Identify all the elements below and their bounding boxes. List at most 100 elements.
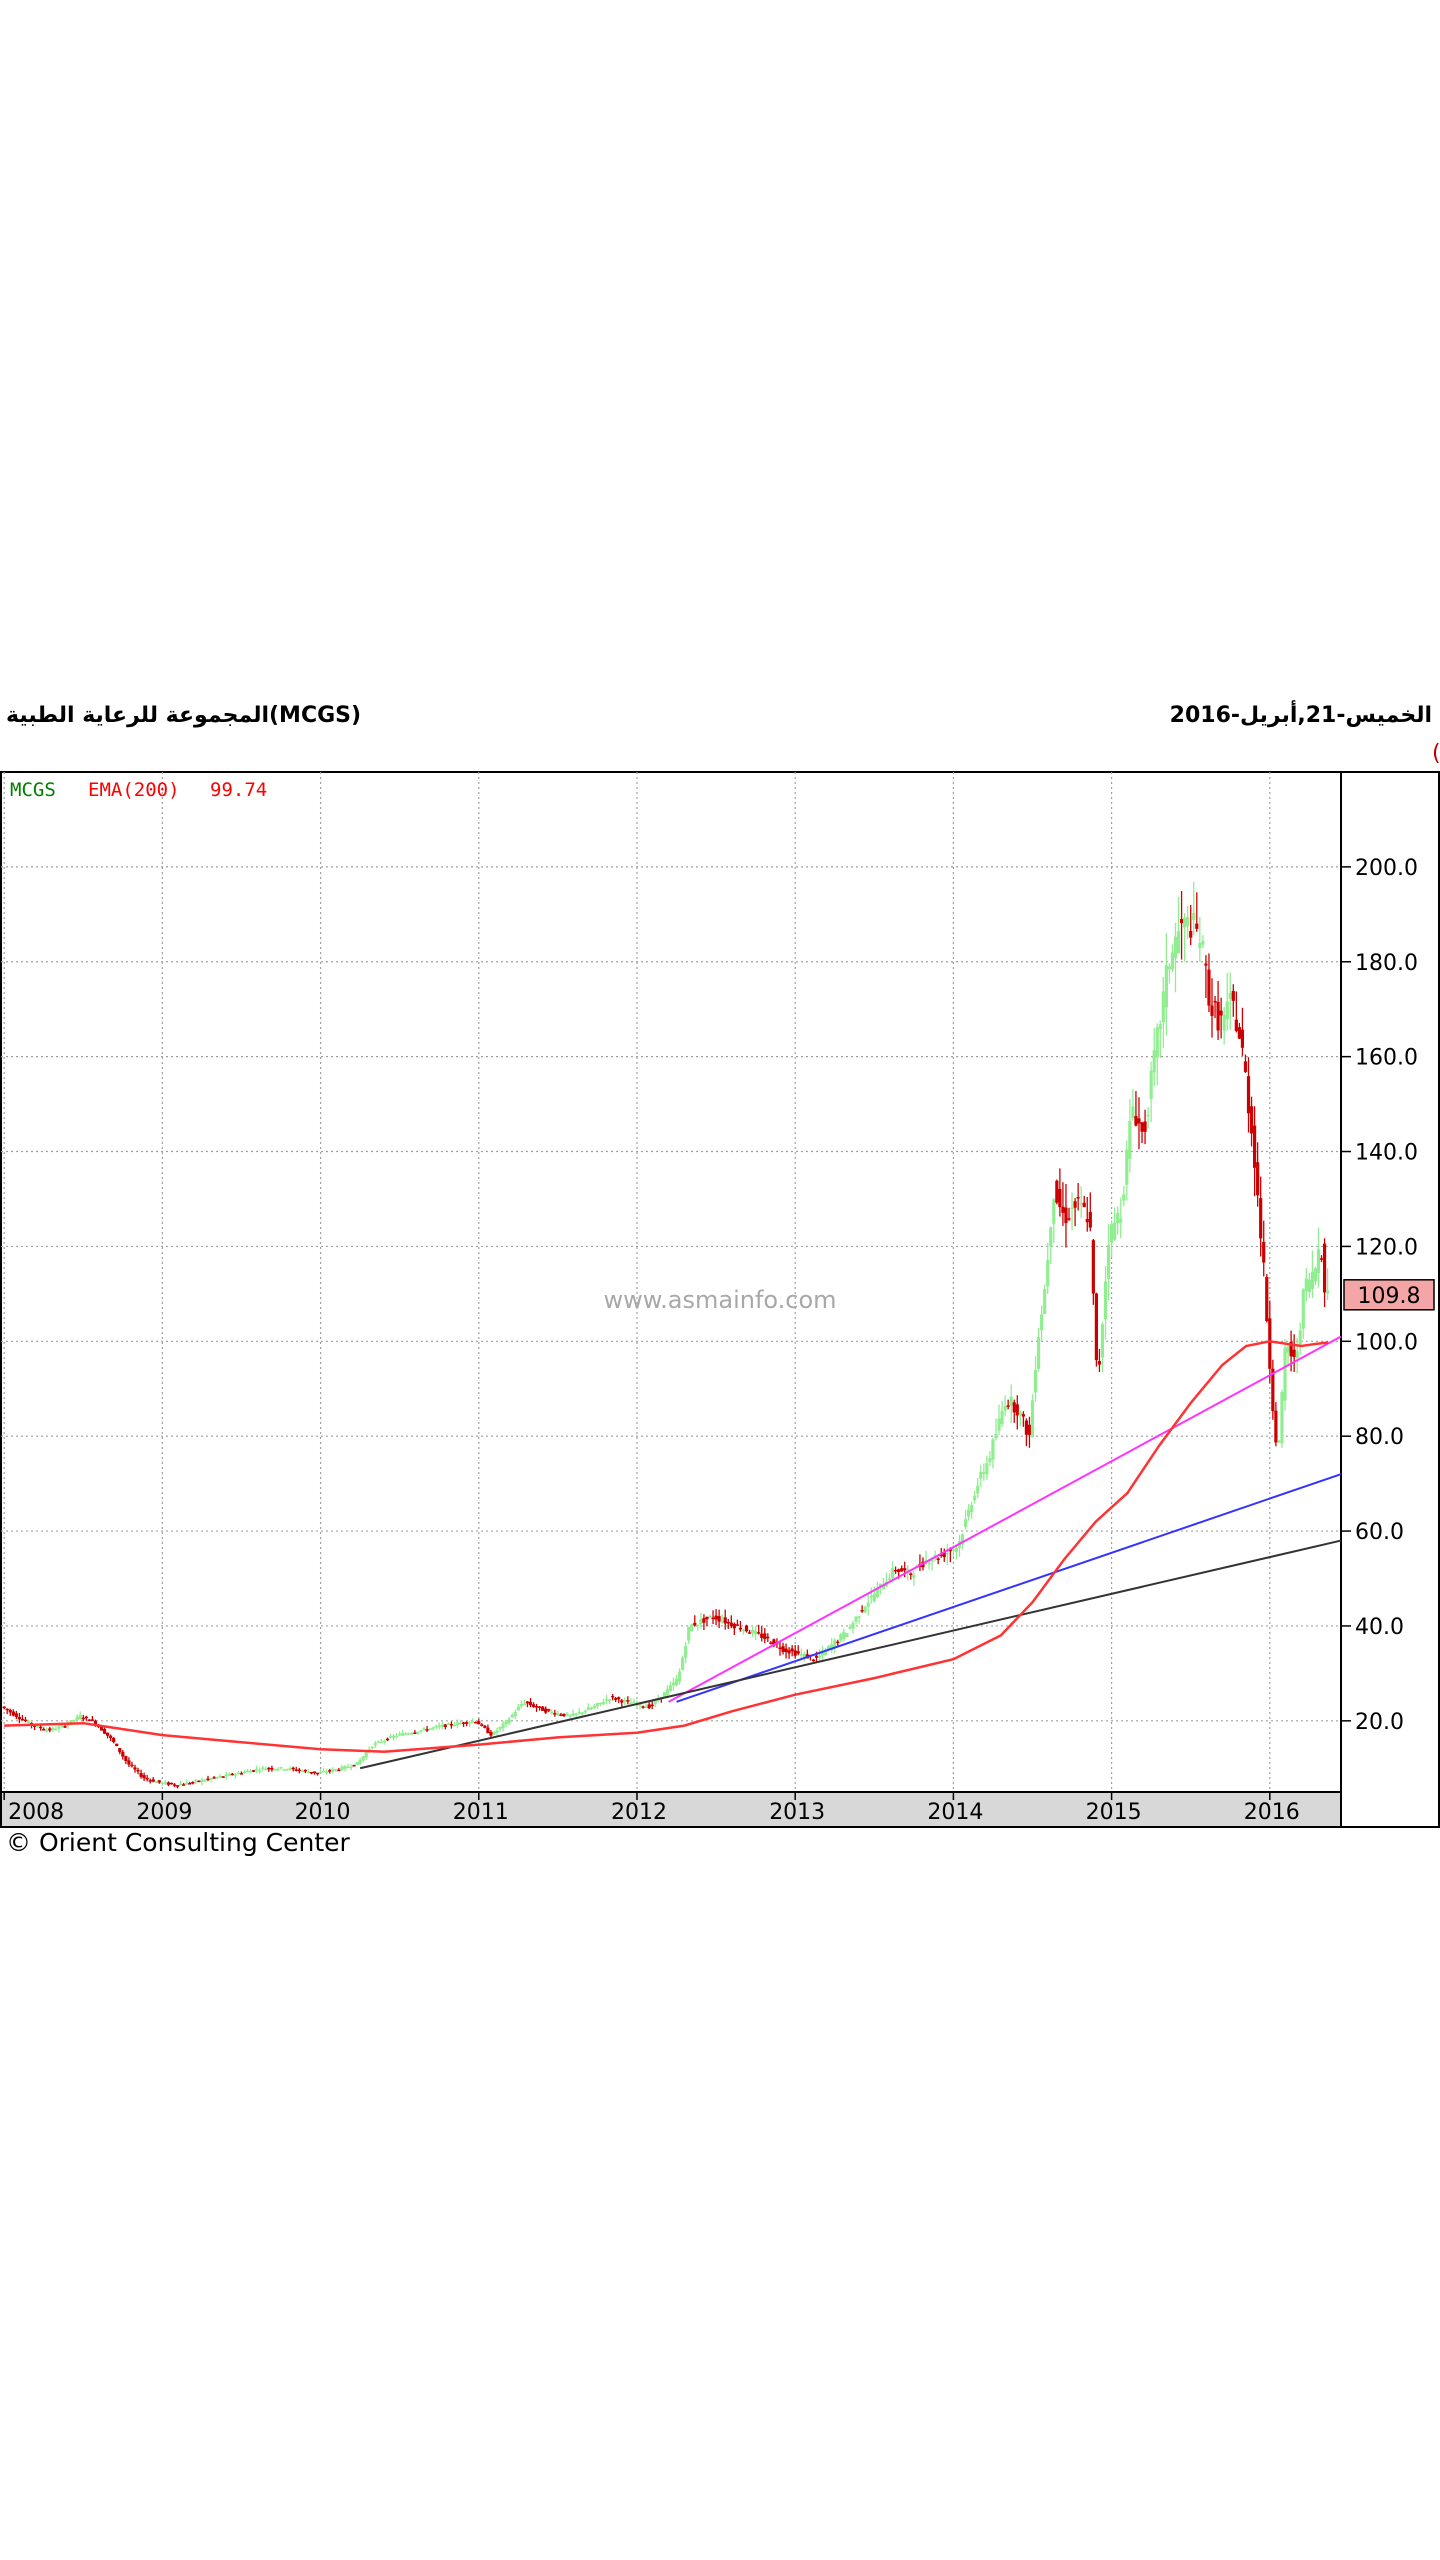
candle-body-359 <box>1094 1293 1098 1361</box>
candle-body-262 <box>799 1653 803 1656</box>
candle-body-389 <box>1186 916 1190 927</box>
x-axis: 2008 2009 2010 2011 2012 2013 2014 2015 2016 <box>3 1792 1300 1825</box>
candle-body-218 <box>665 1689 670 1695</box>
candle-body-145 <box>443 1724 447 1727</box>
candle-body-410 <box>1249 1106 1254 1134</box>
candle-body-327 <box>997 1418 1001 1431</box>
candle-body-34 <box>106 1732 110 1736</box>
candle-body-65 <box>200 1779 204 1782</box>
candle-body-201 <box>614 1698 618 1700</box>
candle-body-375 <box>1143 1121 1147 1132</box>
candle-body-387 <box>1179 919 1184 924</box>
candle-body-142 <box>434 1726 438 1728</box>
candle-body-350 <box>1067 1218 1071 1220</box>
candle-body-289 <box>881 1585 886 1590</box>
candle-body-112 <box>343 1765 347 1769</box>
candle-body-283 <box>863 1606 867 1613</box>
candle-body-82 <box>252 1770 256 1772</box>
candle-body-347 <box>1058 1188 1062 1208</box>
candle-body-12 <box>39 1726 43 1729</box>
candle-body-395 <box>1204 963 1208 966</box>
candle-body-54 <box>166 1782 171 1785</box>
candle-body-305 <box>930 1559 934 1562</box>
candle-body-357 <box>1088 1211 1092 1228</box>
candle-body-98 <box>300 1770 304 1773</box>
candle-body-214 <box>653 1700 657 1705</box>
candle-body-78 <box>239 1773 244 1775</box>
candle-body-400 <box>1219 1010 1223 1016</box>
candle-body-133 <box>407 1733 411 1735</box>
candle-body-108 <box>331 1769 335 1772</box>
candle-body-156 <box>477 1721 481 1725</box>
candle-body-6 <box>20 1718 25 1721</box>
candle-body-348 <box>1061 1206 1065 1213</box>
candle-body-102 <box>312 1771 317 1774</box>
candle-body-64 <box>197 1780 201 1783</box>
candle-body-83 <box>255 1768 259 1771</box>
candle-body-320 <box>976 1485 980 1494</box>
last-price-tag: 109.8 <box>1343 1279 1435 1311</box>
candle-body-210 <box>641 1706 645 1708</box>
candle-body-311 <box>948 1549 952 1552</box>
candle-body-428 <box>1304 1278 1308 1292</box>
candle-body-238 <box>726 1621 730 1624</box>
candle-body-341 <box>1040 1314 1044 1331</box>
candle-body-40 <box>124 1756 128 1762</box>
candle-body-141 <box>431 1727 435 1729</box>
candle-body-99 <box>303 1769 307 1772</box>
candle-body-246 <box>750 1629 755 1634</box>
candle-body-42 <box>130 1764 134 1767</box>
candle-body-433 <box>1319 1258 1324 1260</box>
candle-body-365 <box>1113 1222 1117 1240</box>
candle-body-372 <box>1134 1116 1138 1126</box>
x-tick-label-5: 2013 <box>769 1800 825 1825</box>
candle-body-93 <box>285 1768 289 1771</box>
candle-body-268 <box>817 1655 822 1658</box>
candle-body-74 <box>227 1773 231 1776</box>
candle-body-29 <box>90 1719 94 1721</box>
candle-body-356 <box>1085 1219 1089 1223</box>
candle-body-378 <box>1152 1050 1156 1073</box>
candle-body-338 <box>1030 1400 1035 1438</box>
candle-body-342 <box>1043 1289 1047 1315</box>
candle-body-194 <box>592 1706 596 1708</box>
candle-body-307 <box>936 1558 940 1561</box>
candle-body-174 <box>531 1704 536 1707</box>
candle-body-324 <box>988 1458 992 1463</box>
candle-body-420 <box>1280 1391 1284 1444</box>
x-tick-label-2: 2010 <box>295 1800 351 1825</box>
x-tick-label-6: 2014 <box>927 1800 983 1825</box>
candle-body-207 <box>632 1701 636 1704</box>
candle-body-291 <box>887 1578 892 1581</box>
candle-body-232 <box>708 1615 712 1618</box>
candle-body-434 <box>1322 1243 1327 1293</box>
candle-body-230 <box>702 1618 706 1623</box>
candle-body-36 <box>112 1737 116 1743</box>
trendline-2 <box>359 1539 1342 1770</box>
candle-body-163 <box>498 1726 502 1730</box>
candle-body-371 <box>1131 1106 1135 1119</box>
candle-body-24 <box>75 1716 79 1720</box>
candle-body-402 <box>1225 1001 1229 1020</box>
x-tick-label-1: 2009 <box>136 1800 192 1825</box>
candle-body-94 <box>288 1768 292 1770</box>
candle-body-52 <box>160 1782 164 1785</box>
candle-body-362 <box>1103 1281 1108 1320</box>
candle-body-285 <box>869 1595 873 1598</box>
candle-body-243 <box>741 1629 746 1632</box>
candle-body-431 <box>1313 1268 1318 1282</box>
candle-body-414 <box>1262 1241 1266 1263</box>
candle-body-162 <box>495 1730 499 1733</box>
candle-body-287 <box>875 1588 879 1598</box>
candle-body-223 <box>681 1657 685 1670</box>
candle-body-87 <box>267 1767 271 1770</box>
candle-body-37 <box>115 1743 119 1747</box>
y-tick-label-6: 140.0 <box>1355 1141 1418 1166</box>
candle-body-396 <box>1207 969 1211 1006</box>
candle-body-270 <box>824 1649 828 1655</box>
candle-body-337 <box>1027 1424 1032 1435</box>
candle-body-279 <box>851 1623 855 1629</box>
candle-body-169 <box>516 1706 520 1711</box>
candle-body-401 <box>1222 1014 1226 1031</box>
candle-body-165 <box>504 1720 508 1725</box>
